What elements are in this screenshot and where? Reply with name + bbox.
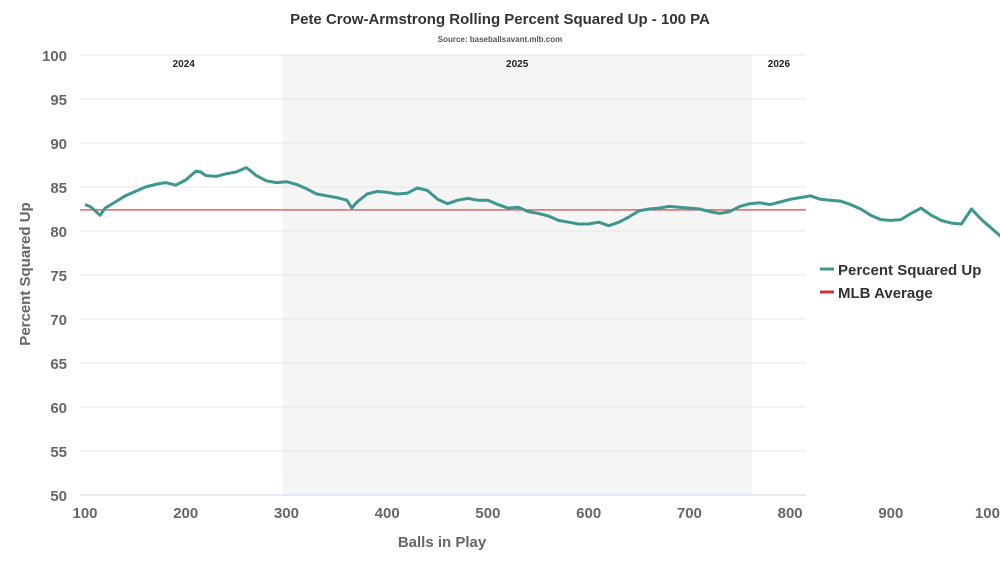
y-tick-90: 90 [50,136,67,153]
legend-mlb-average-label: MLB Average [838,285,933,302]
y-axis-ticks: 50 55 60 65 70 75 80 85 90 95 100 [42,48,67,505]
chart-subtitle: Source: baseballsavant.mlb.com [438,35,563,44]
x-tick-1000: 1000 [975,505,1000,522]
percent-squared-up-line [84,166,1000,238]
y-tick-50: 50 [50,488,67,505]
legend-series-label: Percent Squared Up [838,262,981,279]
y-tick-60: 60 [50,400,67,417]
chart-title: Pete Crow-Armstrong Rolling Percent Squa… [290,11,710,28]
y-axis-label: Percent Squared Up [17,202,34,345]
legend-item-mlb-average[interactable]: MLB Average [820,285,933,302]
y-tick-100: 100 [42,48,67,65]
y-tick-65: 65 [50,356,67,373]
y-tick-85: 85 [50,180,67,197]
season-label-2025: 2025 [506,59,529,70]
x-tick-600: 600 [576,505,601,522]
x-tick-100: 100 [72,505,97,522]
y-tick-80: 80 [50,224,67,241]
x-axis-label: Balls in Play [398,534,487,551]
x-axis-ticks: 10020030040050060070080090010001100 [72,505,1000,522]
x-tick-400: 400 [375,505,400,522]
x-tick-800: 800 [778,505,803,522]
x-tick-300: 300 [274,505,299,522]
legend-item-series[interactable]: Percent Squared Up [820,262,981,279]
x-tick-200: 200 [173,505,198,522]
y-tick-55: 55 [50,444,67,461]
x-tick-700: 700 [677,505,702,522]
x-tick-500: 500 [475,505,500,522]
season-labels: 2024 2025 2026 [173,59,791,70]
x-tick-900: 900 [878,505,903,522]
legend: Percent Squared Up MLB Average [820,262,981,302]
season-label-2024: 2024 [173,59,196,70]
y-tick-95: 95 [50,92,67,109]
y-tick-70: 70 [50,312,67,329]
grid-lines [80,54,806,452]
y-tick-75: 75 [50,268,67,285]
season-label-2026: 2026 [768,59,791,70]
